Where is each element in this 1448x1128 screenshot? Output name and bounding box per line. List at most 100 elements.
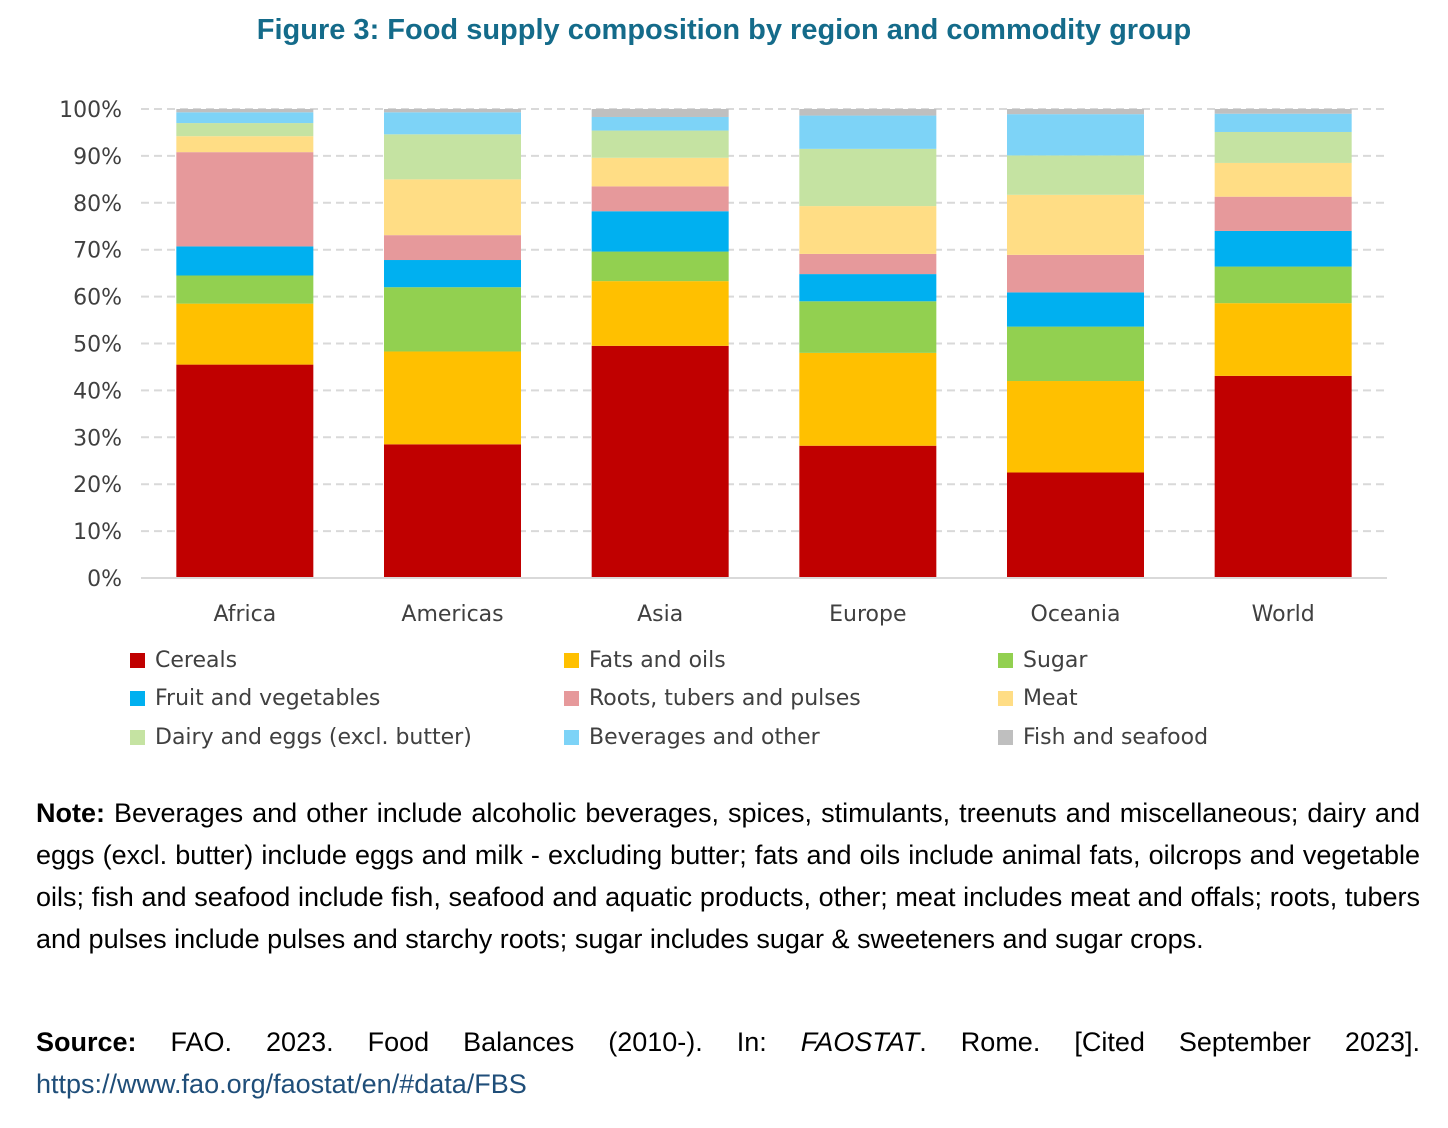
- legend-label: Sugar: [1023, 648, 1088, 673]
- bar-segment: [1214, 109, 1352, 114]
- bar-segment: [591, 186, 729, 212]
- bar-segment: [799, 109, 937, 116]
- legend-label: Roots, tubers and pulses: [589, 686, 861, 711]
- bar-segment: [1007, 472, 1144, 578]
- bar-segment: [1007, 254, 1144, 293]
- bar-segment: [1007, 326, 1144, 382]
- y-axis-ticks: 0% 10% 20% 30% 40% 50% 60% 70% 80% 90% 100%: [59, 98, 122, 592]
- legend-item: Meat: [998, 686, 1078, 711]
- bar-segment: [176, 136, 314, 153]
- legend-label: Beverages and other: [589, 725, 820, 750]
- legend-swatch: [564, 691, 579, 706]
- bar-segment: [1214, 375, 1352, 578]
- bar-segment: [1214, 266, 1352, 304]
- y-tick-label: 70%: [73, 239, 122, 264]
- bar-segment: [799, 301, 937, 353]
- x-category-label: Americas: [401, 602, 503, 627]
- source-text-after: . Rome. [Cited September 2023].: [919, 1027, 1420, 1057]
- bar-segment: [591, 116, 729, 131]
- legend-label: Fruit and vegetables: [155, 686, 381, 711]
- x-category-label: Africa: [213, 602, 276, 627]
- y-tick-label: 50%: [73, 333, 122, 358]
- bar-segment: [1214, 196, 1352, 231]
- bar-segment: [799, 445, 937, 578]
- source-label: Source:: [36, 1027, 137, 1057]
- legend-label: Fats and oils: [589, 648, 726, 673]
- bar-segment: [1214, 230, 1352, 267]
- bar-segment: [1007, 155, 1144, 195]
- x-category-label: World: [1252, 602, 1315, 627]
- legend-swatch: [130, 653, 145, 668]
- source-text: FAO. 2023. Food Balances (2010-). In:: [136, 1027, 801, 1057]
- stacked-bar-chart: 0% 10% 20% 30% 40% 50% 60% 70% 80% 90% 100% Africa…: [59, 98, 1387, 627]
- bar-segment: [1007, 292, 1144, 327]
- bar-segment: [799, 352, 937, 446]
- note-label: Note:: [36, 798, 105, 828]
- bar-segment: [591, 281, 729, 346]
- y-tick-label: 80%: [73, 192, 122, 217]
- bar-segment: [384, 235, 521, 261]
- x-category-label: Europe: [829, 602, 906, 627]
- bars: [176, 109, 1352, 578]
- bar-segment: [176, 152, 314, 247]
- legend-item: Beverages and other: [564, 725, 820, 750]
- x-category-label: Asia: [637, 602, 683, 627]
- bar-segment: [384, 179, 521, 236]
- bar-segment: [176, 275, 314, 304]
- y-tick-label: 0%: [87, 567, 122, 592]
- bar-segment: [799, 206, 937, 254]
- source-link[interactable]: https://www.fao.org/faostat/en/#data/FBS: [36, 1069, 527, 1099]
- bar-segment: [384, 444, 521, 578]
- bar-segment: [591, 157, 729, 187]
- bar-segment: [176, 246, 314, 276]
- bar-segment: [384, 134, 521, 180]
- bar-segment: [591, 251, 729, 282]
- legend-swatch: [998, 691, 1013, 706]
- legend-item: Sugar: [998, 648, 1087, 673]
- y-tick-label: 30%: [73, 426, 122, 451]
- bar-segment: [1214, 113, 1352, 132]
- legend-item: Fats and oils: [564, 648, 726, 673]
- y-tick-label: 40%: [73, 379, 122, 404]
- bar-segment: [384, 109, 521, 113]
- legend-swatch: [998, 730, 1013, 745]
- legend-item: Roots, tubers and pulses: [564, 686, 861, 711]
- x-category-label: Oceania: [1031, 602, 1121, 627]
- bar-segment: [1007, 381, 1144, 473]
- bar-segment: [176, 109, 314, 113]
- legend-label: Meat: [1023, 686, 1078, 711]
- bar-segment: [799, 274, 937, 302]
- chart-title: Figure 3: Food supply composition by reg…: [256, 14, 1192, 46]
- bar-segment: [176, 112, 314, 124]
- y-tick-label: 10%: [73, 520, 122, 545]
- bar-segment: [384, 260, 521, 288]
- bar-segment: [1007, 114, 1144, 156]
- bar-segment: [591, 345, 729, 578]
- y-tick-label: 60%: [73, 286, 122, 311]
- legend-item: Fish and seafood: [998, 725, 1208, 750]
- legend-label: Fish and seafood: [1023, 725, 1209, 750]
- legend-item: Dairy and eggs (excl. butter): [130, 725, 472, 750]
- bar-segment: [591, 211, 729, 252]
- bar-segment: [1214, 303, 1352, 376]
- bar-segment: [176, 364, 314, 578]
- bar-segment: [591, 130, 729, 158]
- legend-swatch: [564, 730, 579, 745]
- legend-item: Cereals: [130, 648, 237, 673]
- legend-swatch: [564, 653, 579, 668]
- bar-segment: [799, 115, 937, 149]
- source-paragraph: Source: FAO. 2023. Food Balances (2010-)…: [36, 1021, 1420, 1105]
- note-text: Beverages and other include alcoholic be…: [36, 798, 1420, 954]
- bar-segment: [1007, 109, 1144, 115]
- bar-segment: [1007, 194, 1144, 255]
- bar-segment: [384, 287, 521, 352]
- legend-swatch: [998, 653, 1013, 668]
- note-paragraph: Note: Beverages and other include alcoho…: [36, 792, 1420, 960]
- bar-segment: [591, 109, 729, 117]
- legend-label: Dairy and eggs (excl. butter): [155, 725, 472, 750]
- bar-segment: [1214, 162, 1352, 197]
- legend-swatch: [130, 691, 145, 706]
- bar-segment: [799, 148, 937, 207]
- y-tick-label: 20%: [73, 473, 122, 498]
- bar-segment: [384, 351, 521, 445]
